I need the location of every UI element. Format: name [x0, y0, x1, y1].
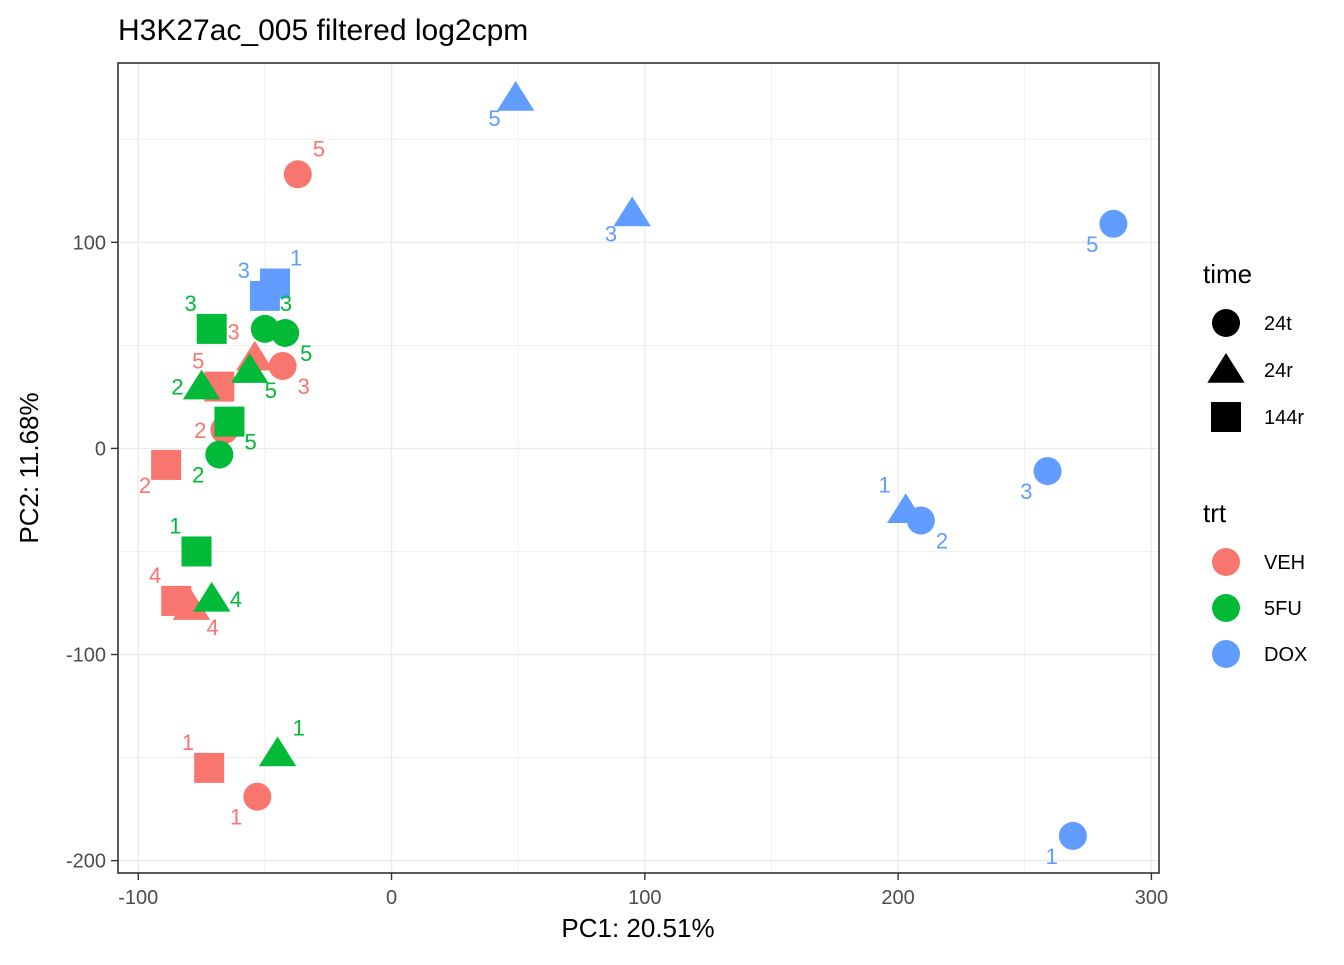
legend-trt-label: VEH	[1264, 552, 1305, 574]
legend-dox-swatch	[1212, 640, 1240, 668]
point-veh-24t-5	[283, 160, 312, 189]
data-points	[151, 81, 1128, 850]
point-label: 1	[230, 805, 242, 830]
y-tick-label: -100	[66, 645, 106, 667]
point-label: 2	[139, 473, 151, 498]
y-axis-title: PC2: 11.68%	[14, 392, 44, 543]
point-label: 3	[228, 320, 240, 345]
point-dox-24r-3	[613, 196, 651, 227]
legend-time-label: 144r	[1264, 407, 1304, 429]
point-dox-24r-5	[496, 81, 535, 111]
legend: time 24t 24r 144r trt VEH 5FU DOX	[1203, 259, 1307, 668]
chart-title: H3K27ac_005 filtered log2cpm	[118, 14, 528, 47]
point-dox-144r-3	[249, 280, 280, 311]
point-label: 1	[1046, 844, 1058, 869]
point-veh-144r-1	[194, 752, 225, 783]
point-label: 2	[171, 375, 183, 400]
legend-square-icon	[1211, 402, 1241, 432]
y-tick-label: -200	[66, 851, 106, 873]
point-5fu-24t-5	[271, 319, 300, 347]
point-5fu-144r-5	[214, 406, 245, 437]
point-label: 3	[238, 258, 250, 283]
point-label: 2	[192, 463, 204, 488]
point-5fu-144r-1	[181, 536, 212, 567]
x-tick-label: 300	[1135, 887, 1168, 909]
point-5fu-24r-5	[231, 353, 269, 383]
legend-trt-title: trt	[1203, 498, 1227, 528]
point-5fu-24r-4	[193, 581, 231, 612]
point-dox-24t-1	[1058, 821, 1087, 850]
point-5fu-24r-1	[258, 736, 297, 767]
point-5fu-24r-2	[182, 369, 221, 400]
point-label: 5	[313, 136, 325, 161]
legend-circle-icon	[1212, 309, 1240, 337]
point-5fu-24t-2	[205, 440, 234, 469]
x-tick-label: 0	[386, 887, 397, 909]
y-tick-label: 100	[73, 232, 106, 254]
point-label: 3	[605, 221, 617, 246]
point-label: 3	[184, 291, 196, 316]
point-label: 4	[149, 563, 161, 588]
x-tick-label: 200	[881, 887, 914, 909]
plot-border	[117, 62, 1160, 874]
point-label: 5	[488, 106, 500, 131]
point-label: 2	[936, 529, 948, 554]
point-veh-144r-2	[151, 449, 182, 480]
point-label: 5	[265, 378, 277, 403]
point-veh-144r-4	[161, 585, 192, 616]
point-label: 5	[300, 341, 312, 366]
point-label: 5	[192, 349, 204, 374]
legend-triangle-icon	[1207, 353, 1245, 383]
point-veh-24t-1	[243, 782, 272, 811]
legend-trt-label: 5FU	[1264, 598, 1302, 620]
point-label: 5	[1086, 232, 1098, 257]
point-5fu-144r-3	[196, 313, 227, 344]
point-label: 3	[298, 374, 310, 399]
x-tick-label: 100	[628, 887, 661, 909]
x-axis-title: PC1: 20.51%	[561, 913, 714, 943]
legend-5fu-swatch	[1212, 594, 1240, 622]
point-label: 1	[182, 730, 194, 755]
legend-time-label: 24r	[1264, 360, 1293, 382]
axes: -100 0 100 200 300 -200 -100 0 100	[66, 232, 1168, 909]
point-label: 1	[290, 246, 302, 271]
point-label: 1	[293, 715, 305, 740]
point-dox-24r-1	[887, 493, 925, 524]
point-label: 1	[169, 513, 181, 538]
x-tick-label: -100	[118, 887, 158, 909]
point-label: 3	[280, 291, 292, 316]
gridlines	[118, 63, 1159, 873]
y-tick-label: 0	[95, 438, 106, 460]
point-label: 4	[206, 615, 218, 640]
point-label: 1	[878, 472, 890, 497]
point-label: 5	[244, 430, 256, 455]
point-veh-24t-3	[268, 351, 297, 380]
legend-time-title: time	[1203, 259, 1252, 289]
legend-veh-swatch	[1212, 548, 1240, 576]
legend-time-label: 24t	[1264, 313, 1292, 335]
plot-panel	[118, 63, 1159, 873]
point-label: 4	[230, 587, 242, 612]
legend-trt-label: DOX	[1264, 644, 1307, 666]
point-label: 3	[1020, 479, 1032, 504]
point-label: 2	[194, 418, 206, 443]
point-dox-24t-3	[1033, 457, 1062, 486]
point-dox-24t-5	[1099, 209, 1128, 238]
